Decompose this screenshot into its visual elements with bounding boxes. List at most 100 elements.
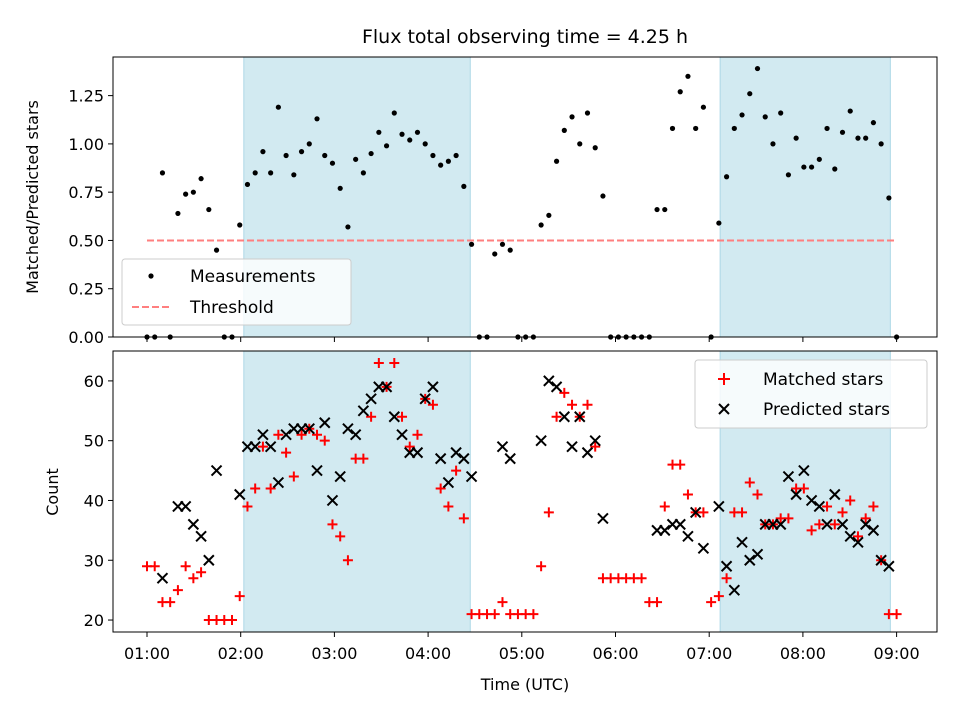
measurement-point [739, 112, 745, 118]
measurement-point [383, 143, 390, 149]
measurement-point [314, 116, 320, 122]
matched-star-point [196, 567, 207, 578]
predicted-star-point [396, 428, 408, 441]
y-tick-label: 0.25 [68, 280, 104, 299]
x-tick-label: 05:00 [499, 644, 545, 663]
predicted-star-point [782, 470, 795, 483]
predicted-star-point [751, 548, 764, 560]
count-y-axis-label: Count [43, 468, 62, 516]
matched-star-point [358, 453, 369, 464]
measurement-point [430, 152, 436, 159]
measurement-point [252, 170, 258, 176]
ratio-x-ticks [146, 337, 898, 342]
matched-star-point [590, 441, 601, 452]
matched-star-point [427, 399, 438, 410]
ratio-panel: 0.00 0.25 0.50 0.75 1.00 1.25 Flux total obse… [23, 26, 938, 347]
predicted-star-point [744, 554, 756, 566]
matched-star-point [822, 501, 833, 512]
predicted-star-point [713, 500, 725, 513]
measurement-point [268, 170, 274, 176]
predicted-star-point [574, 411, 586, 423]
measurement-point [329, 160, 336, 166]
measurement-point [839, 129, 846, 135]
y-tick-label: 60 [84, 372, 104, 391]
y-tick-label: 1.25 [68, 87, 104, 106]
matched-star-point [281, 447, 292, 458]
legend-threshold-label: Threshold [189, 298, 274, 318]
measurement-point [723, 174, 730, 180]
matched-star-point [250, 483, 261, 494]
predicted-star-point [419, 393, 431, 405]
measurement-point [584, 110, 591, 116]
predicted-star-point [790, 488, 802, 501]
predicted-star-point [280, 428, 292, 441]
measurement-point [762, 114, 768, 120]
predicted-star-point [272, 476, 285, 489]
measurement-point [345, 224, 351, 230]
x-tick-label: 06:00 [592, 644, 638, 663]
matched-star-point [149, 561, 160, 572]
measurement-point [190, 189, 196, 195]
y-tick-label: 20 [84, 611, 104, 630]
matched-star-point [675, 459, 686, 470]
measurement-point [801, 164, 807, 170]
matched-star-point [443, 501, 454, 512]
legend-measurements-marker [148, 273, 154, 279]
measurement-point [808, 164, 815, 170]
matched-star-point [257, 441, 268, 452]
matched-star-point [713, 591, 724, 602]
matched-star-point [489, 609, 500, 620]
predicted-star-point [659, 524, 671, 537]
predicted-star-point [736, 536, 748, 549]
predicted-star-point [257, 428, 269, 441]
measurement-point [546, 212, 552, 218]
measurement-point [275, 104, 281, 110]
predicted-star-point [319, 417, 331, 429]
predicted-star-point [249, 440, 261, 453]
predicted-star-point [203, 554, 215, 566]
predicted-star-point [821, 518, 833, 531]
measurement-point [360, 170, 366, 176]
measurement-point [453, 152, 459, 159]
matched-star-point [335, 531, 346, 542]
predicted-star-point [434, 452, 447, 465]
measurement-point [870, 120, 877, 126]
measurement-point [198, 176, 204, 182]
measurement-point [793, 135, 799, 141]
matched-star-point [412, 429, 423, 440]
predicted-star-point [597, 512, 609, 525]
predicted-star-point [264, 440, 277, 453]
matched-star-point [366, 411, 377, 422]
predicted-star-point [774, 518, 787, 531]
matched-star-point [551, 411, 562, 422]
x-tick-label: 02:00 [218, 644, 264, 663]
matched-star-point [265, 483, 276, 494]
matched-star-point [737, 507, 748, 518]
predicted-star-point [535, 434, 547, 447]
measurement-point [260, 149, 266, 155]
matched-star-point [752, 489, 763, 500]
matched-star-point [435, 483, 446, 494]
measurement-point [175, 210, 181, 217]
measurement-point [237, 222, 243, 228]
matched-star-point [806, 525, 817, 536]
matched-star-point [172, 585, 183, 596]
predicted-star-point [195, 530, 207, 543]
predicted-star-point [427, 381, 439, 393]
ratio-y-ticks: 0.00 0.25 0.50 0.75 1.00 1.25 [68, 87, 113, 347]
measurement-point [716, 220, 722, 226]
measurement-point [731, 125, 737, 132]
predicted-star-point [465, 470, 478, 483]
matched-star-point [582, 399, 593, 410]
ratio-legend-box [121, 258, 352, 326]
matched-star-point [180, 561, 191, 572]
matched-star-point [451, 465, 462, 476]
predicted-star-point [380, 381, 393, 393]
predicted-star-point [458, 452, 470, 465]
measurement-point [399, 131, 405, 137]
matched-star-point [829, 519, 840, 530]
measurement-point [669, 125, 676, 132]
predicted-star-point [234, 488, 246, 501]
predicted-star-point [674, 518, 686, 531]
predicted-star-point [558, 411, 571, 423]
